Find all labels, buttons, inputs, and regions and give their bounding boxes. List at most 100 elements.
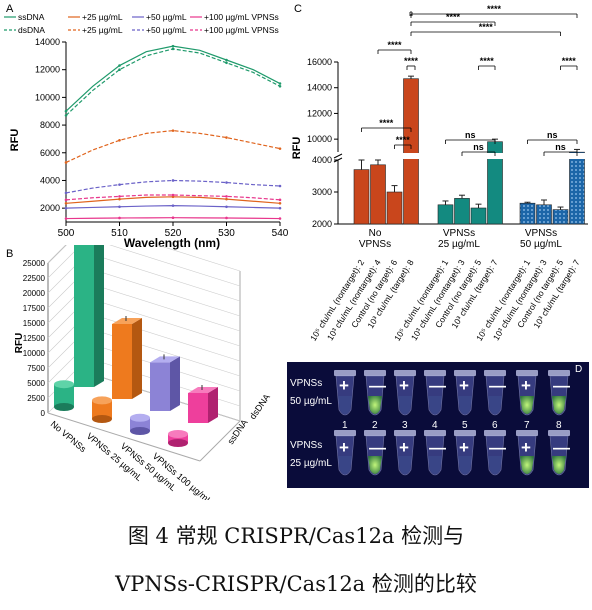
panel-b-ztick-label: 2500 — [27, 394, 45, 403]
panel-b-bar-top — [130, 413, 150, 422]
panel-d-sign: — — [489, 376, 506, 395]
panel-d-tube-number: 7 — [524, 420, 530, 431]
panel-a-point — [64, 198, 68, 202]
panel-a-point — [118, 183, 121, 186]
panel-d-sign: — — [369, 438, 386, 457]
panel-c-bar — [519, 202, 536, 225]
panel-a-xtick-label: 500 — [58, 228, 75, 239]
panel-d-tube-liquid — [428, 456, 442, 474]
panel-a-point — [171, 204, 175, 207]
panel-c-group-1-l2: 25 µg/mL — [438, 239, 480, 250]
panel-c-ytick-label: 2000 — [312, 219, 332, 229]
panel-b-bar-body — [168, 434, 188, 443]
panel-b-grid — [87, 282, 241, 332]
panel-b-floor-edge — [199, 420, 241, 462]
panel-c-bar — [403, 78, 419, 225]
panel-a-point — [278, 184, 282, 188]
panel-a-ytick-label: 8000 — [40, 120, 60, 130]
panel-a-legend: ssDNA +25 µg/mL +50 µg/mL +100 µg/mL VPNSs d… — [4, 12, 279, 35]
panel-b-grid — [87, 252, 241, 302]
panel-a-xtick-label: 510 — [111, 228, 128, 239]
panel-d-tube-cap — [454, 370, 476, 376]
panel-c-group-0-l2: VPNSs — [359, 239, 391, 250]
panel-b-bar — [130, 413, 150, 435]
panel-d-sign: — — [489, 438, 506, 457]
panel-a-point — [278, 206, 282, 210]
panel-a-xlabel: Wavelength (nm) — [124, 236, 220, 250]
panel-b-bar — [74, 245, 104, 387]
panel-b-bar-body — [92, 400, 112, 419]
panel-a-ytick-label: 6000 — [40, 148, 60, 158]
panel-c-sig-label: **** — [404, 56, 419, 66]
panel-a-ytick-label: 2000 — [40, 203, 60, 213]
panel-b-bar-top — [188, 387, 218, 393]
panel-c-ytick-label: 12000 — [307, 108, 332, 118]
panel-a-point — [118, 64, 121, 67]
panel-b-bar-side — [208, 387, 218, 423]
panel-b-bar — [92, 396, 112, 423]
panel-a-point — [118, 197, 121, 201]
panel-d-tube-liquid — [458, 456, 472, 474]
panel-d-tube-cap — [364, 370, 386, 376]
panel-c-axes: 2000 3000 4000 10000 12000 14000 16000 — [307, 57, 588, 229]
panel-d-sign: + — [339, 376, 349, 395]
panel-c-bar — [454, 198, 470, 225]
panel-a-point — [64, 191, 68, 195]
panel-a-legend-label: +100 µg/mL VPNSs — [204, 25, 279, 35]
panel-c-bar — [552, 209, 569, 225]
panel-a-point — [64, 161, 68, 164]
panel-b-grid — [47, 245, 82, 279]
panel-c-group-0-l1: No — [369, 228, 382, 239]
figure-caption-line1: 图 4 常规 CRISPR/Cas12a 检测与 — [127, 524, 465, 548]
panel-d-sign: + — [399, 376, 409, 395]
panel-c-ytick-label: 16000 — [307, 57, 332, 67]
panel-c-sig-label: **** — [396, 135, 411, 145]
panel-c-bar — [569, 151, 585, 225]
panel-a-letter: A — [6, 3, 14, 15]
panel-a-ylabel: RFU — [9, 129, 21, 152]
panel-d-tube-liquid — [338, 396, 352, 414]
panel-b-ztick-label: 7500 — [27, 364, 45, 373]
panel-c-ylabel: RFU — [291, 137, 303, 160]
panel-d-photo: D VPNSs 50 µg/mL VPNSs 25 µg/mL + + — — + + — —… — [287, 362, 589, 488]
panel-b-bar-front — [188, 393, 208, 423]
panel-a-point — [118, 195, 121, 198]
panel-b-bar — [188, 385, 218, 423]
panel-a-lines — [64, 44, 282, 220]
panel-d-sign: + — [399, 438, 409, 457]
panel-d-tube-liquid — [520, 396, 534, 414]
panel-d-tube-cap — [548, 430, 570, 436]
panel-a-ytick-label: 10000 — [35, 92, 60, 102]
panel-b-grid — [87, 312, 241, 362]
panel-a-axes: 500 510 520 530 540 2000 4000 6000 8000 10000 1200… — [35, 37, 289, 239]
panel-b-bar-front — [150, 362, 170, 411]
panel-b-grid — [109, 245, 241, 287]
panel-a-point — [171, 44, 175, 48]
panel-a-legend-label: +100 µg/mL VPNSs — [204, 12, 279, 22]
panel-b-bar-top — [92, 396, 112, 405]
panel-a-point — [171, 216, 175, 220]
panel-d-row2-l1: VPNSs — [290, 440, 323, 451]
panel-c-sig-label: **** — [487, 4, 502, 14]
panel-a-point — [64, 217, 68, 220]
panel-d-sign: — — [553, 438, 570, 457]
figure-caption-line2: VPNSs-CRISPR/Cas12a 检测的比较 — [115, 572, 477, 596]
panel-c-sig-label: **** — [562, 56, 577, 66]
panel-c-sig-label: ns — [555, 142, 566, 152]
panel-a-point — [225, 195, 228, 198]
panel-b-bar-side — [94, 245, 104, 387]
panel-b-bar-front — [74, 245, 94, 387]
panel-a-xtick-label: 540 — [272, 228, 289, 239]
panel-a-point — [278, 202, 282, 205]
panel-b-chart: B 0 2500 5000 7500 10000 12500 15000 17500 20000… — [6, 245, 272, 500]
panel-b-ztick-label: 5000 — [27, 379, 45, 388]
panel-b-bar — [54, 380, 74, 411]
panel-d-tube-cap — [334, 430, 356, 436]
panel-b-ztick-label: 20000 — [23, 289, 46, 298]
panel-d-sign: — — [429, 438, 446, 457]
panel-b-ylabel: RFU — [14, 333, 25, 354]
panel-b-depth-ds: dsDNA — [247, 392, 272, 421]
panel-d-tube-cap — [484, 370, 506, 376]
panel-a-point — [118, 205, 121, 209]
panel-d-tube-cap — [548, 370, 570, 376]
